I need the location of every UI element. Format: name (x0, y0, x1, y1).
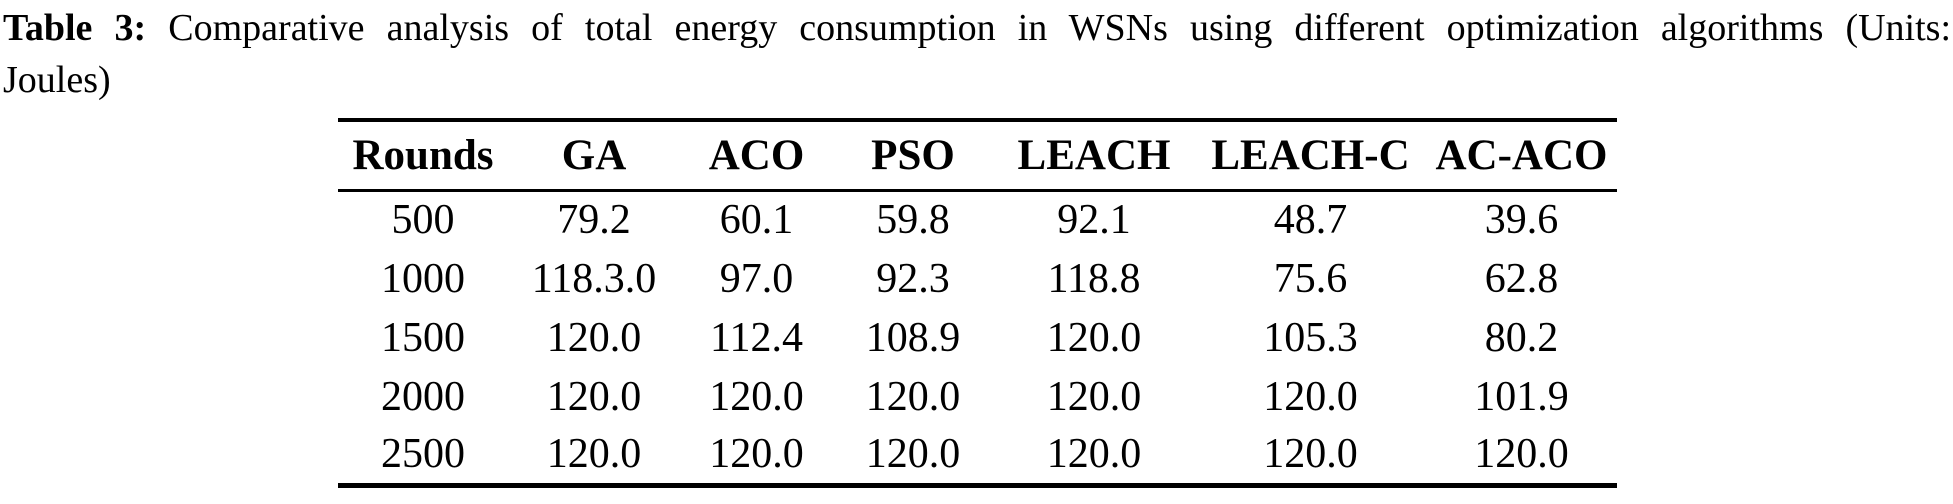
table-caption: Table 3: Comparative analysis of total e… (3, 2, 1951, 106)
cell-ac-aco: 39.6 (1484, 197, 1559, 244)
cell-pso: 108.9 (865, 314, 961, 361)
column-header-aco: ACO (708, 131, 805, 179)
cell-rounds: 500 (391, 197, 455, 244)
cell-ga: 120.0 (546, 373, 642, 420)
cell-aco: 97.0 (719, 255, 794, 302)
cell-leach: 118.8 (1047, 255, 1141, 302)
cell-rounds: 1500 (381, 314, 465, 361)
cell-leach-c: 105.3 (1263, 314, 1358, 361)
column-header-pso: PSO (871, 131, 955, 179)
cell-ac-aco: 101.9 (1474, 373, 1569, 420)
cell-aco: 112.4 (710, 314, 803, 361)
cell-pso: 59.8 (876, 197, 950, 244)
table-caption-line2: Joules) (3, 59, 111, 101)
table-row: 1500 120.0 112.4 108.9 120.0 105.3 80.2 (338, 308, 1617, 367)
cell-leach: 120.0 (1046, 373, 1142, 420)
energy-consumption-table: Rounds GA ACO PSO LEACH LEACH-C AC-ACO 5… (338, 118, 1617, 488)
column-header-leach-c: LEACH-C (1211, 131, 1410, 179)
cell-ga: 79.2 (557, 197, 631, 244)
cell-ac-aco: 80.2 (1484, 314, 1559, 361)
cell-aco: 60.1 (719, 197, 794, 244)
table-caption-line1: Table 3: Comparative analysis of total e… (3, 2, 1951, 54)
cell-ga: 120.0 (546, 314, 642, 361)
cell-pso: 120.0 (865, 431, 961, 478)
cell-leach-c: 120.0 (1263, 431, 1358, 478)
cell-pso: 120.0 (865, 373, 961, 420)
cell-leach: 92.1 (1057, 197, 1131, 244)
table-row: 2000 120.0 120.0 120.0 120.0 120.0 101.9 (338, 367, 1617, 426)
table-row: 500 79.2 60.1 59.8 92.1 48.7 39.6 (338, 190, 1617, 249)
cell-pso: 92.3 (876, 255, 950, 302)
column-header-leach: LEACH (1017, 131, 1171, 179)
cell-leach-c: 75.6 (1273, 255, 1348, 302)
table-row: 1000 118.3.0 97.0 92.3 118.8 75.6 62.8 (338, 249, 1617, 308)
cell-ga: 120.0 (546, 431, 642, 478)
energy-consumption-table-container: Rounds GA ACO PSO LEACH LEACH-C AC-ACO 5… (338, 118, 1617, 488)
header-row: Rounds GA ACO PSO LEACH LEACH-C AC-ACO (338, 120, 1617, 190)
table-caption-label: Table 3: (3, 7, 147, 49)
cell-leach-c: 120.0 (1263, 373, 1358, 420)
cell-rounds: 2000 (381, 373, 465, 420)
cell-aco: 120.0 (709, 373, 804, 420)
cell-aco: 120.0 (709, 431, 804, 478)
table-row: 2500 120.0 120.0 120.0 120.0 120.0 120.0 (338, 426, 1617, 485)
cell-rounds: 2500 (381, 431, 465, 478)
column-header-rounds: Rounds (352, 131, 494, 179)
cell-leach-c: 48.7 (1273, 197, 1348, 244)
table-caption-text: Comparative analysis of total energy con… (168, 7, 1951, 49)
cell-leach: 120.0 (1046, 314, 1142, 361)
column-header-ac-aco: AC-ACO (1435, 131, 1608, 179)
cell-leach: 120.0 (1046, 431, 1142, 478)
cell-ac-aco: 62.8 (1484, 255, 1559, 302)
cell-ga: 118.3.0 (531, 255, 657, 302)
cell-rounds: 1000 (381, 255, 465, 302)
cell-ac-aco: 120.0 (1474, 431, 1569, 478)
column-header-ga: GA (561, 131, 627, 179)
